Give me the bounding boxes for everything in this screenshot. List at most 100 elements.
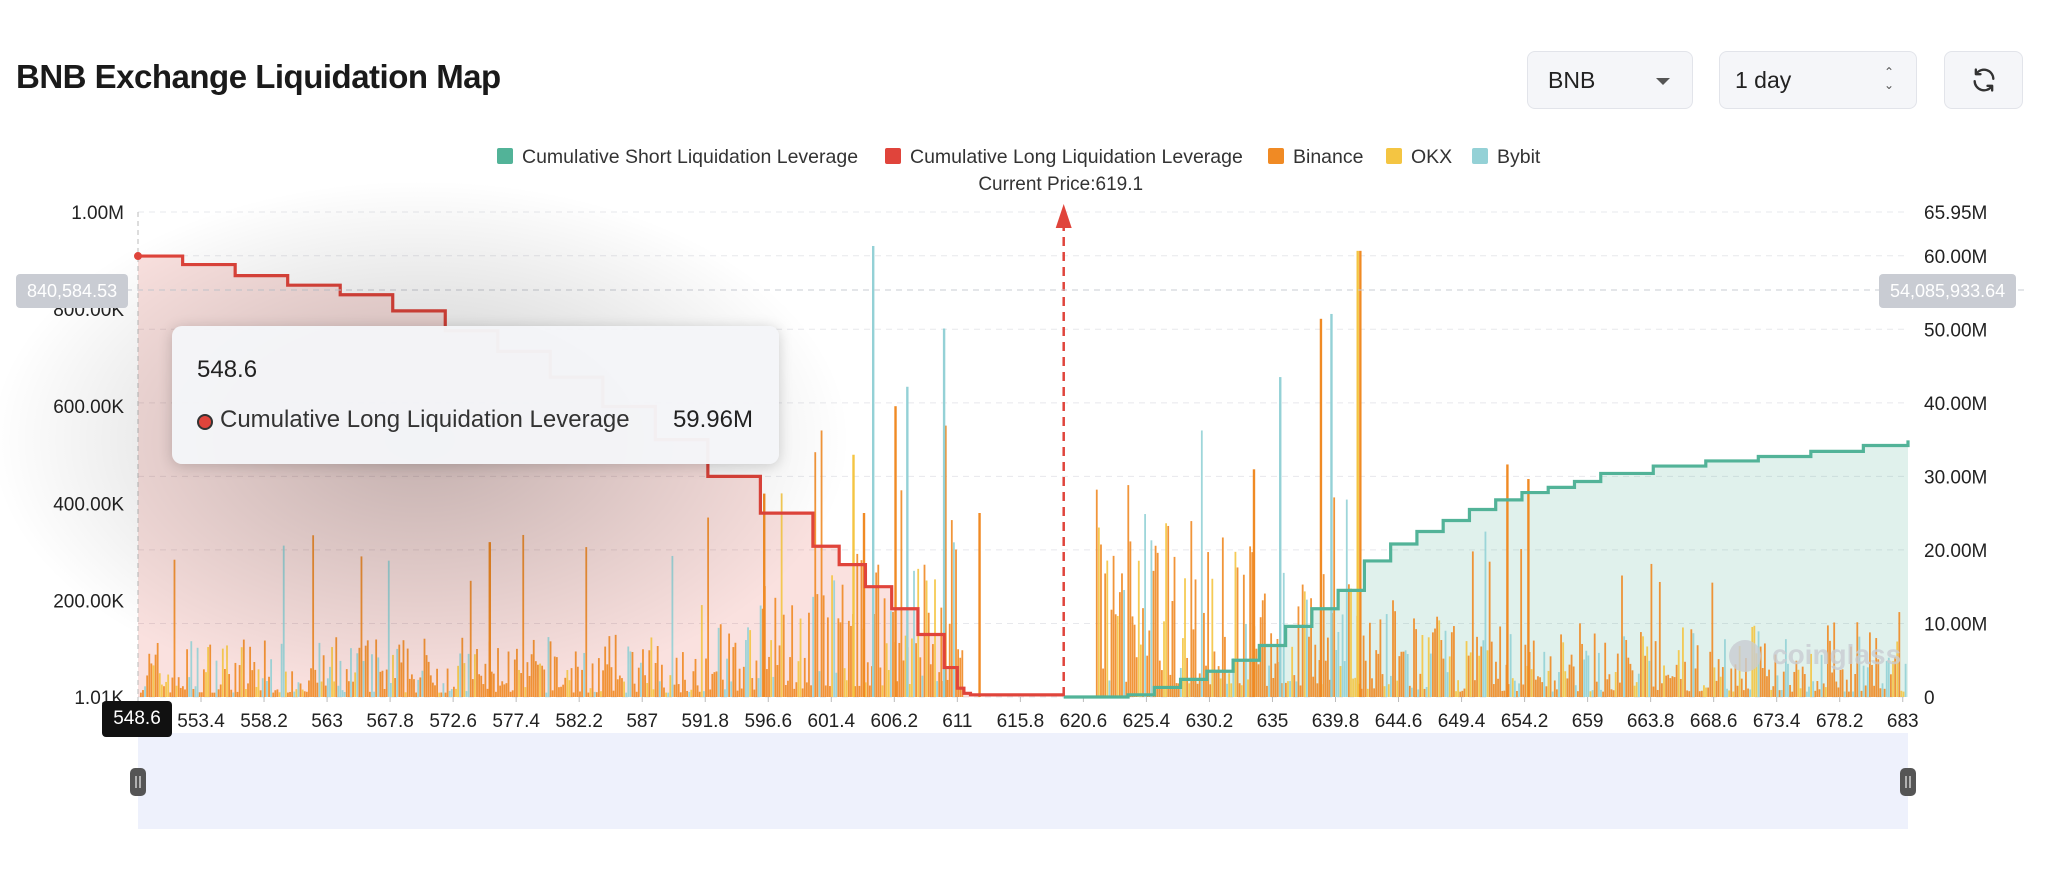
exchange-bar bbox=[675, 657, 678, 697]
exchange-bar bbox=[1726, 688, 1728, 697]
exchange-bar bbox=[1373, 688, 1375, 697]
legend-label: Cumulative Long Liquidation Leverage bbox=[910, 146, 1243, 168]
exchange-bar bbox=[618, 675, 621, 697]
exchange-bar bbox=[228, 674, 231, 697]
legend-swatch bbox=[1386, 148, 1402, 164]
exchange-bar bbox=[1461, 690, 1464, 697]
exchange-bar bbox=[1148, 630, 1151, 697]
exchange-bar bbox=[820, 430, 823, 697]
exchange-bar bbox=[1835, 681, 1838, 697]
exchange-bar bbox=[1549, 656, 1552, 697]
exchange-bar bbox=[721, 679, 724, 697]
exchange-bar bbox=[948, 623, 951, 697]
exchange-bar bbox=[784, 685, 787, 697]
exchange-bar bbox=[1898, 612, 1901, 697]
exchange-bar bbox=[1205, 665, 1207, 697]
exchange-bar bbox=[1167, 525, 1170, 697]
right-axis-label: 60.00M bbox=[1924, 247, 1987, 268]
exchange-bar bbox=[1595, 681, 1598, 697]
exchange-bar bbox=[1581, 643, 1583, 697]
exchange-bar bbox=[816, 594, 819, 697]
exchange-bar bbox=[1675, 664, 1678, 697]
exchange-bar bbox=[1392, 600, 1394, 697]
exchange-bar bbox=[688, 691, 691, 697]
exchange-bar bbox=[167, 674, 170, 697]
exchange-bar bbox=[1463, 688, 1466, 697]
exchange-bar bbox=[826, 617, 829, 697]
okx-bar bbox=[1356, 250, 1359, 697]
x-axis-label: 582.2 bbox=[555, 711, 603, 732]
zoom-handle-right[interactable] bbox=[1900, 768, 1916, 796]
exchange-bar bbox=[1749, 689, 1752, 697]
exchange-bar bbox=[1127, 485, 1130, 697]
exchange-bar bbox=[621, 678, 623, 697]
x-axis-label: 639.8 bbox=[1312, 711, 1360, 732]
exchange-bar bbox=[955, 549, 957, 697]
exchange-bar bbox=[1763, 643, 1766, 697]
exchange-bar bbox=[1755, 653, 1758, 697]
exchange-bar bbox=[1845, 679, 1848, 697]
exchange-bar bbox=[551, 690, 554, 697]
exchange-bar bbox=[190, 641, 193, 697]
exchange-bar bbox=[1887, 657, 1890, 697]
exchange-bar bbox=[194, 686, 197, 697]
exchange-bar bbox=[1820, 654, 1823, 697]
exchange-bar bbox=[1818, 689, 1821, 697]
exchange-bar bbox=[1337, 631, 1340, 697]
exchange-bar bbox=[1280, 683, 1283, 697]
exchange-bar bbox=[803, 657, 806, 697]
exchange-bar bbox=[251, 670, 254, 697]
exchange-bar bbox=[1499, 626, 1502, 697]
exchange-bar bbox=[938, 672, 941, 697]
exchange-bar bbox=[1896, 641, 1899, 697]
exchange-bar bbox=[950, 520, 953, 697]
exchange-bar bbox=[1669, 678, 1672, 697]
chevron-down-icon bbox=[1656, 78, 1670, 85]
exchange-bar bbox=[1186, 657, 1189, 697]
exchange-bar bbox=[1822, 683, 1825, 697]
exchange-bar bbox=[902, 660, 905, 697]
exchange-bar bbox=[646, 682, 649, 697]
exchange-bar bbox=[1471, 551, 1474, 697]
exchange-bar bbox=[1791, 691, 1794, 697]
exchange-bar bbox=[591, 663, 594, 697]
exchange-bar bbox=[1112, 555, 1115, 697]
exchange-bar bbox=[677, 684, 680, 697]
exchange-bar bbox=[1522, 684, 1525, 697]
exchange-bar bbox=[558, 687, 560, 697]
exchange-bar bbox=[1837, 687, 1840, 697]
exchange-bar bbox=[650, 637, 653, 697]
exchange-bar bbox=[866, 662, 869, 697]
exchange-bar bbox=[1207, 552, 1210, 697]
okx-bar bbox=[852, 454, 855, 697]
zoom-handle-left[interactable] bbox=[130, 768, 146, 796]
exchange-bar bbox=[1673, 677, 1676, 697]
exchange-bar bbox=[1532, 640, 1535, 697]
exchange-bar bbox=[1308, 636, 1310, 697]
exchange-bar bbox=[778, 645, 781, 697]
exchange-bar bbox=[761, 608, 764, 697]
exchange-bar bbox=[606, 664, 609, 697]
exchange-bar bbox=[1841, 669, 1844, 697]
legend-label: Cumulative Short Liquidation Leverage bbox=[522, 146, 858, 168]
exchange-bar bbox=[1787, 663, 1789, 697]
time-range-select[interactable]: 1 day ⌃ ⌄ bbox=[1719, 51, 1917, 109]
bybit-bar bbox=[906, 386, 909, 697]
exchange-bar bbox=[1583, 659, 1586, 697]
x-axis-label: 678.2 bbox=[1816, 711, 1864, 732]
coin-select[interactable]: BNB bbox=[1527, 51, 1693, 109]
exchange-bar bbox=[795, 682, 798, 697]
exchange-bar bbox=[1782, 671, 1785, 697]
exchange-bar bbox=[1612, 690, 1615, 697]
bybit-bar bbox=[942, 328, 946, 697]
exchange-bar bbox=[1698, 691, 1701, 697]
refresh-button[interactable] bbox=[1944, 51, 2023, 109]
exchange-bar bbox=[150, 663, 153, 697]
exchange-bar bbox=[681, 652, 684, 697]
exchange-bar bbox=[642, 649, 644, 697]
exchange-bar bbox=[940, 607, 943, 697]
exchange-bar bbox=[1742, 690, 1745, 697]
x-axis-label: 635 bbox=[1257, 711, 1289, 732]
exchange-bar bbox=[1558, 672, 1560, 697]
current-price-arrow bbox=[1055, 204, 1072, 228]
